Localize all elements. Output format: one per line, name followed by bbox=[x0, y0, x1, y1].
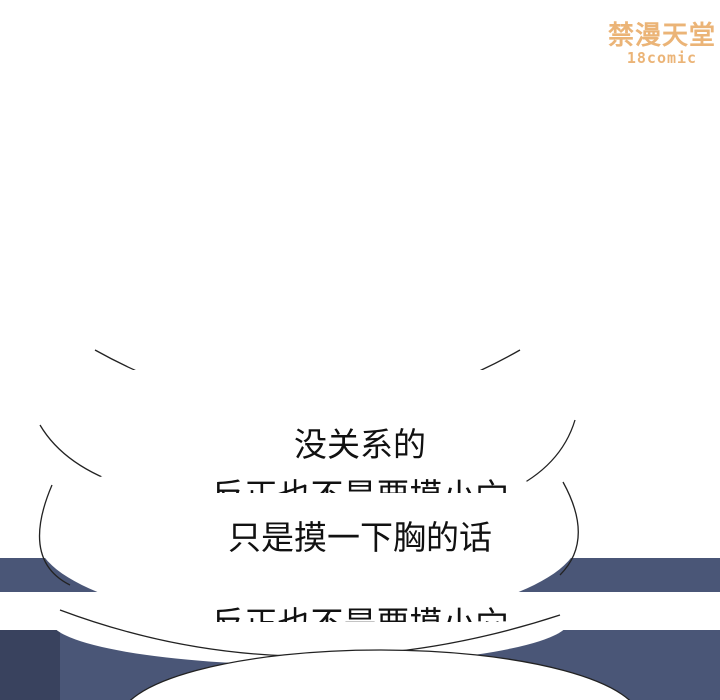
bubble-fourth-fill bbox=[50, 575, 570, 665]
dialogue-line-3: 只是摸一下胸的话 bbox=[228, 518, 492, 557]
dialogue-line-2-cut: 反正也不是要摸小穴 bbox=[0, 476, 720, 493]
site-watermark: 禁漫天堂 18comic bbox=[608, 22, 716, 66]
dialogue-line-4-cut: 反正也不是要摸小穴 bbox=[0, 604, 720, 622]
bubble-bottom-fill bbox=[129, 649, 631, 700]
bubble-third-fill bbox=[36, 445, 580, 625]
bubble-third-outline-right bbox=[559, 481, 579, 576]
stripe-shadow bbox=[0, 630, 60, 700]
bubble-third-outline-left bbox=[38, 484, 71, 586]
watermark-subtitle: 18comic bbox=[626, 49, 698, 67]
dialogue-line-1: 没关系的 bbox=[294, 425, 426, 464]
watermark-title: 禁漫天堂 bbox=[607, 21, 716, 51]
